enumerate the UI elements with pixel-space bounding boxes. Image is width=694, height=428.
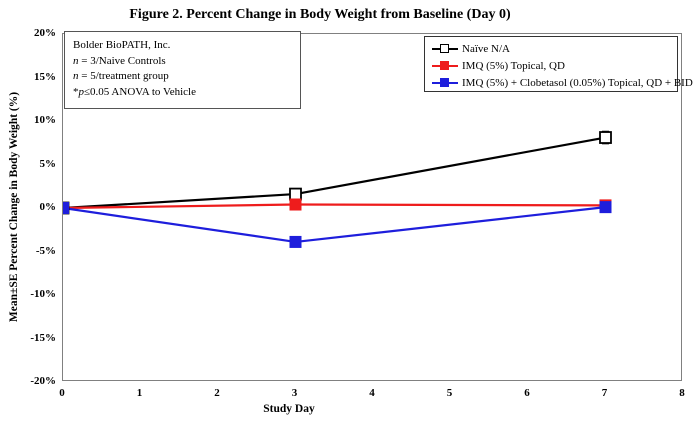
x-tick-label: 0 (59, 387, 65, 399)
data-point-marker-1 (289, 198, 302, 211)
naive-marker-icon (432, 43, 458, 54)
chart-title: Figure 2. Percent Change in Body Weight … (129, 7, 511, 22)
annotation-box: Bolder BioPATH, Inc. n = 3/Naive Control… (64, 31, 301, 109)
legend-label-naive: Naïve N/A (462, 42, 510, 55)
data-point-marker-2 (289, 235, 302, 248)
y-tick-label: 0% (39, 201, 57, 213)
legend-label-imq: IMQ (5%) Topical, QD (462, 59, 565, 72)
legend-item-naive: Naïve N/A (432, 40, 677, 57)
x-tick-label: 8 (679, 387, 685, 399)
y-tick-label: -15% (30, 331, 56, 344)
y-tick-label: 5% (39, 157, 57, 170)
annotation-line-company: Bolder BioPATH, Inc. (73, 39, 171, 51)
x-tick-label: 7 (601, 387, 608, 399)
chart-canvas (63, 130, 612, 248)
imq-clobetasol-marker-icon (432, 77, 458, 88)
annotation-line-treatment-n: n = 5/treatment group (73, 70, 169, 82)
data-point-marker-2 (63, 202, 69, 214)
y-tick-label: 15% (34, 70, 56, 83)
series-line-1 (63, 203, 606, 210)
x-tick-label: 5 (446, 387, 453, 399)
x-tick-label: 1 (136, 387, 143, 399)
x-tick-label: 6 (524, 387, 530, 399)
series-line-2 (63, 206, 606, 244)
y-tick-label: -20% (30, 375, 56, 387)
annotation-line-pvalue: *p≤0.05 ANOVA to Vehicle (73, 85, 196, 98)
legend: Naïve N/A IMQ (5%) Topical, QD IMQ (5%) … (424, 36, 693, 92)
y-tick-label: -5% (35, 244, 56, 257)
series-line-0 (63, 136, 606, 210)
y-tick-label: 20% (34, 27, 56, 39)
data-point-marker-0 (599, 131, 612, 144)
x-axis-label: Study Day (263, 403, 315, 415)
x-tick-label: 2 (214, 387, 220, 399)
y-tick-label: -10% (30, 288, 56, 300)
data-point-marker-0 (289, 187, 302, 201)
x-tick-label: 4 (369, 387, 375, 399)
annotation-line-naive-n: n = 3/Naive Controls (73, 54, 166, 67)
x-tick-label: 3 (291, 387, 298, 399)
y-tick-label: 10% (34, 114, 56, 126)
imq-marker-icon (432, 60, 458, 71)
legend-item-imq-clobetasol: IMQ (5%) + Clobetasol (0.05%) Topical, Q… (432, 74, 693, 91)
data-point-marker-2 (599, 201, 612, 214)
legend-item-imq: IMQ (5%) Topical, QD (432, 57, 677, 74)
legend-label-imq-clobetasol: IMQ (5%) + Clobetasol (0.05%) Topical, Q… (462, 76, 693, 89)
